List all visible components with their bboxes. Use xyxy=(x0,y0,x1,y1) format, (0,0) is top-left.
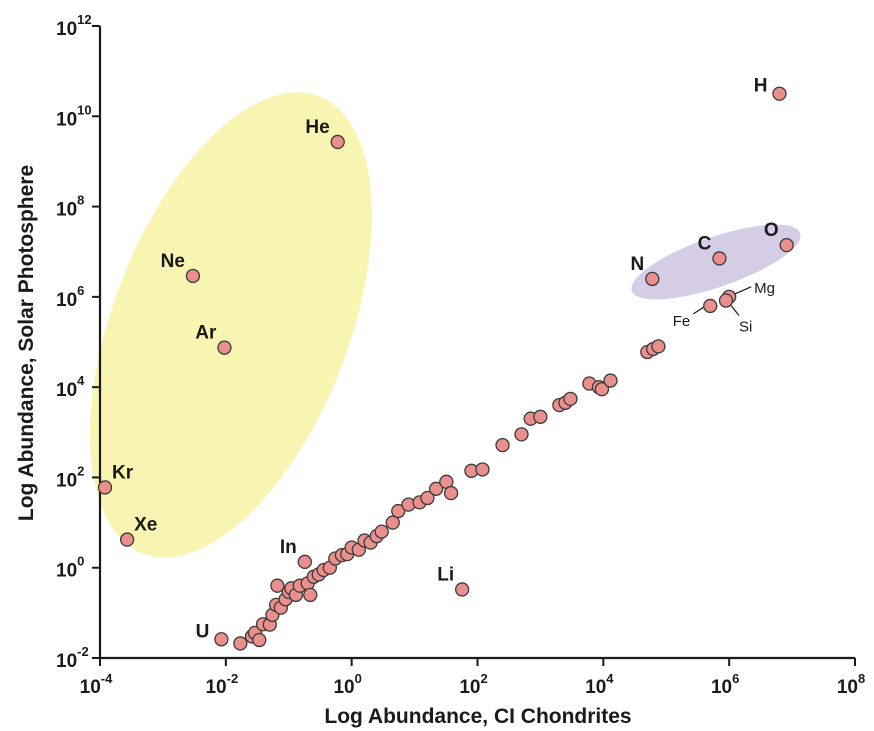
data-point xyxy=(594,382,610,397)
x-tick-label: 100 xyxy=(333,671,361,698)
point-label-li: Li xyxy=(437,564,454,585)
data-point-ne xyxy=(185,268,201,284)
data-point-u xyxy=(214,632,229,647)
x-tick-label: 10-4 xyxy=(80,671,113,698)
data-point-si xyxy=(718,293,734,308)
y-tick-label: 100 xyxy=(56,554,84,582)
x-tick-label: 108 xyxy=(837,671,865,698)
point-label-n: N xyxy=(631,254,645,275)
data-point xyxy=(391,503,406,519)
x-axis-title: Log Abundance, CI Chondrites xyxy=(324,705,631,728)
point-label-h: H xyxy=(754,76,768,97)
point-label-xe: Xe xyxy=(134,515,157,536)
data-point xyxy=(514,427,529,442)
data-points xyxy=(97,86,794,651)
data-point-ar xyxy=(217,340,232,355)
x-tick-label: 104 xyxy=(585,671,614,698)
data-point-c xyxy=(712,251,727,266)
leader-line xyxy=(730,305,740,316)
data-point xyxy=(443,485,459,501)
data-point-li xyxy=(454,582,470,597)
leader-line xyxy=(734,286,752,295)
data-point xyxy=(533,409,548,424)
data-point-h xyxy=(772,86,787,101)
point-label-si: Si xyxy=(739,319,752,336)
data-point xyxy=(428,481,444,496)
x-tick-label: 102 xyxy=(459,671,487,698)
y-tick-label: 1010 xyxy=(56,102,92,130)
point-label-kr: Kr xyxy=(112,462,134,483)
point-label-mg: Mg xyxy=(754,280,775,297)
y-tick-label: 106 xyxy=(56,283,84,311)
data-point xyxy=(475,462,490,477)
data-point xyxy=(252,632,267,648)
data-point xyxy=(233,636,248,651)
data-point-fe xyxy=(703,298,718,314)
y-axis-title: Log Abundance, Solar Photosphere xyxy=(15,165,38,521)
y-tick-label: 10-2 xyxy=(56,644,89,672)
data-point xyxy=(651,339,666,354)
data-point-he xyxy=(330,134,345,150)
point-label-u: U xyxy=(196,621,210,642)
x-tick-label: 106 xyxy=(711,671,739,698)
data-point xyxy=(270,578,285,593)
leader-line xyxy=(692,306,705,315)
y-tick-label: 108 xyxy=(56,193,84,221)
data-point-o xyxy=(779,237,794,253)
data-point-n xyxy=(645,271,660,287)
data-point xyxy=(603,373,618,388)
data-point-xe xyxy=(119,532,135,547)
data-point xyxy=(563,391,578,407)
data-point xyxy=(495,437,510,453)
y-tick-label: 102 xyxy=(56,463,84,491)
data-point xyxy=(303,587,318,603)
point-label-ar: Ar xyxy=(195,323,217,344)
y-tick-labels: 10-2 100 102 104 106 108 1010 1012 xyxy=(56,12,100,672)
data-point xyxy=(385,515,400,530)
data-point-in xyxy=(297,554,312,569)
y-tick-label: 1012 xyxy=(56,12,92,40)
data-point-kr xyxy=(97,480,113,495)
point-label-fe: Fe xyxy=(673,313,691,330)
point-labels: H He Ne Ar Kr Xe In Li U N C O Mg Si Fe xyxy=(112,76,779,643)
x-tick-labels: 10-4 10-2 100 102 104 106 108 xyxy=(80,658,865,698)
noble-gas-region xyxy=(90,92,372,558)
point-label-he: He xyxy=(305,117,329,138)
point-label-ne: Ne xyxy=(161,251,185,272)
y-tick-label: 104 xyxy=(56,373,85,401)
point-label-o: O xyxy=(764,220,779,241)
leader-lines xyxy=(692,286,752,316)
point-label-in: In xyxy=(280,537,297,558)
point-label-c: C xyxy=(698,233,712,254)
x-tick-label: 10-2 xyxy=(205,671,238,698)
data-point xyxy=(420,490,435,506)
data-point xyxy=(374,524,389,539)
